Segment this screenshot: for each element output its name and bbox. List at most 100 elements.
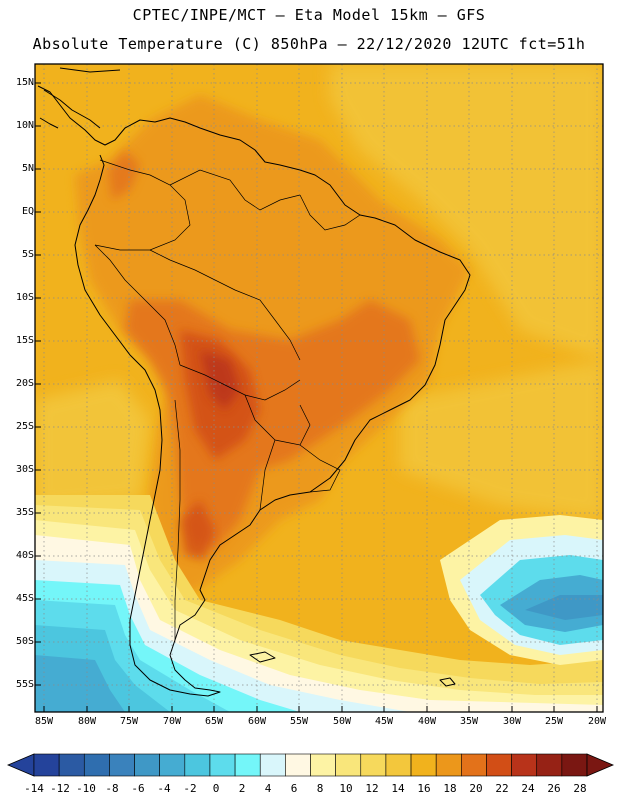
colorbar-swatch: [410, 753, 437, 777]
colorbar-swatch: [259, 753, 286, 777]
colorbar-over-arrow: [586, 753, 615, 777]
colorbar-label: -4: [157, 782, 171, 795]
colorbar-swatch: [184, 753, 211, 777]
field-se-band-m6: [525, 595, 603, 620]
falklands-coast: [249, 651, 276, 663]
colorbar-label: 16: [417, 782, 431, 795]
colorbar-swatch: [335, 753, 362, 777]
colorbar-under-arrow: [6, 753, 35, 777]
colorbar-label: 2: [238, 782, 246, 795]
lon-label: 80W: [77, 716, 97, 727]
colorbar-swatch: [385, 753, 412, 777]
colorbar-swatch: [134, 753, 160, 777]
lon-label: 60W: [247, 716, 267, 727]
colorbar-label: -6: [131, 782, 145, 795]
colorbar-label: 4: [264, 782, 272, 795]
south-georgia-coast: [439, 677, 456, 687]
colorbar-swatch: [360, 753, 387, 777]
colorbar-label: 20: [469, 782, 483, 795]
lon-label: 50W: [332, 716, 352, 727]
colorbar-label: 24: [521, 782, 535, 795]
lat-label: 50S: [15, 636, 34, 647]
lon-label: 75W: [119, 716, 139, 727]
map-subtitle: Absolute Temperature (C) 850hPa – 22/12/…: [32, 35, 586, 53]
peru-border: [94, 244, 181, 366]
brazil-west-border: [149, 249, 301, 361]
lon-label: 85W: [34, 716, 54, 727]
country-borders: [94, 159, 361, 640]
colorbar-label: -2: [183, 782, 197, 795]
axis-ticks: [35, 82, 598, 712]
colorbar-swatch: [435, 753, 462, 777]
colorbar-swatch: [83, 753, 110, 777]
lon-label: 30W: [502, 716, 522, 727]
panama-coast: [39, 117, 59, 129]
lat-label: 25S: [15, 421, 34, 432]
field-colombia-hot: [108, 150, 140, 200]
lon-label: 40W: [417, 716, 437, 727]
paraguay-border: [244, 394, 311, 446]
field-atlantic-north: [330, 64, 603, 360]
lon-label: 20W: [587, 716, 607, 727]
lon-label: 70W: [162, 716, 182, 727]
lat-label: EQ: [21, 206, 34, 217]
temperature-field: [35, 64, 603, 712]
colorbar-swatch: [285, 753, 311, 777]
colorbar-swatch: [511, 753, 538, 777]
graticule: [35, 64, 603, 712]
colorbar-swatch: [461, 753, 487, 777]
colorbar-label: 10: [339, 782, 353, 795]
colorbar-swatch: [33, 753, 60, 777]
colorbar-label: -14: [24, 782, 44, 795]
lat-label: 10S: [15, 292, 34, 303]
lat-label: 10N: [15, 120, 34, 131]
colorbar-swatch: [234, 753, 261, 777]
colorbar-swatch: [561, 753, 588, 777]
field-atlantic-south: [400, 360, 603, 520]
lat-label: 5N: [21, 163, 34, 174]
colorbar-swatch: [310, 753, 336, 777]
colorbar-label: 22: [495, 782, 509, 795]
lat-label: 30S: [15, 464, 34, 475]
lon-label: 55W: [289, 716, 309, 727]
colombia-border: [94, 159, 191, 251]
colorbar-label: 26: [547, 782, 561, 795]
colorbar-label: 8: [316, 782, 324, 795]
lon-label: 65W: [204, 716, 224, 727]
field-andes-south-hot: [180, 500, 215, 560]
colorbar-label: 28: [573, 782, 587, 795]
colorbar-label: -10: [76, 782, 96, 795]
colorbar-swatch: [58, 753, 85, 777]
colorbar-label: -8: [105, 782, 119, 795]
lon-label: 25W: [544, 716, 564, 727]
field-pacific: [35, 380, 150, 510]
chile-argentina-border: [174, 399, 181, 640]
lat-label: 35S: [15, 507, 34, 518]
colorbar: [6, 753, 615, 777]
lat-label: 45S: [15, 593, 34, 604]
colorbar-label: 14: [391, 782, 405, 795]
colorbar-swatch: [209, 753, 236, 777]
colorbar-swatch: [486, 753, 512, 777]
field-core-max: [200, 350, 240, 410]
venezuela-border: [169, 169, 301, 211]
uruguay-border: [299, 444, 341, 493]
lat-label: 5S: [21, 249, 34, 260]
lon-label: 45W: [374, 716, 394, 727]
colorbar-swatch: [159, 753, 186, 777]
colorbar-label: -12: [50, 782, 70, 795]
colorbar-swatch: [536, 753, 563, 777]
lat-label: 15N: [15, 77, 34, 88]
colorbar-label: 18: [443, 782, 457, 795]
colorbar-label: 12: [365, 782, 379, 795]
colorbar-label: 0: [212, 782, 220, 795]
colorbar-label: 6: [290, 782, 298, 795]
lat-label: 40S: [15, 550, 34, 561]
colorbar-swatch: [109, 753, 135, 777]
caribbean-coast: [59, 67, 121, 73]
central-america-coast: [43, 89, 101, 129]
map-frame: [34, 63, 604, 713]
field-band-m2: [35, 655, 125, 712]
lon-label: 35W: [459, 716, 479, 727]
